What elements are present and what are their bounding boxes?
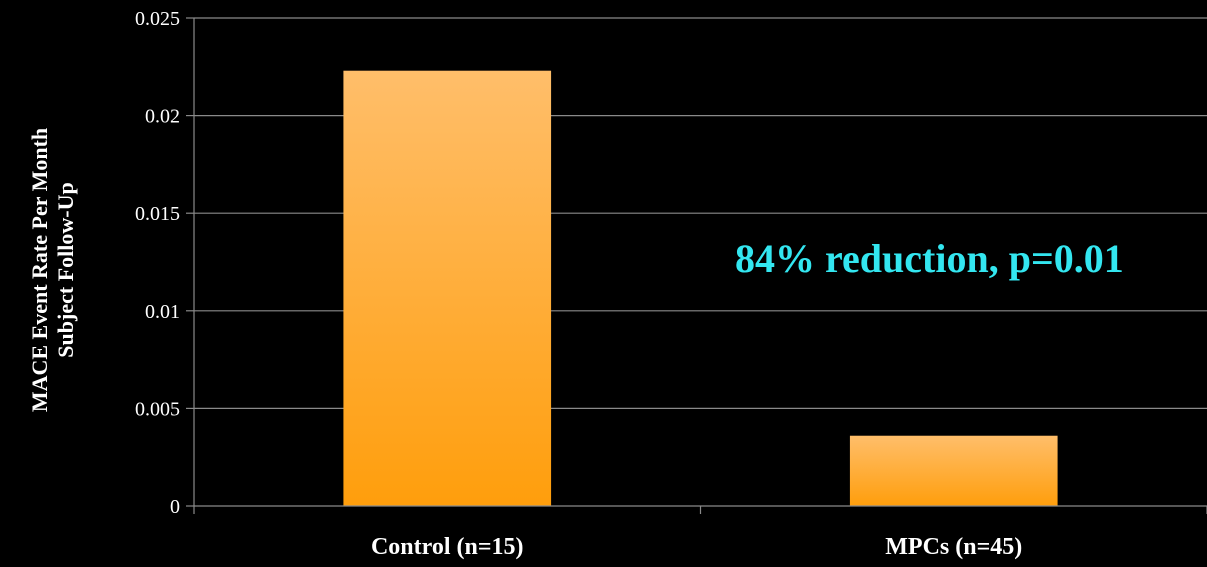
y-tick-label: 0.005 bbox=[135, 398, 180, 420]
bar-mpcs bbox=[849, 435, 1058, 506]
y-axis-title: MACE Event Rate Per Month Subject Follow… bbox=[27, 127, 78, 413]
x-tick-labels: Control (n=15) MPCs (n=45) bbox=[371, 534, 1022, 560]
y-tick-label: 0.02 bbox=[145, 106, 180, 128]
y-tick-labels: 0 0.005 0.01 0.015 0.02 0.025 bbox=[135, 8, 180, 518]
y-axis-title-container: MACE Event Rate Per Month Subject Follow… bbox=[8, 60, 98, 480]
bar-control bbox=[343, 70, 552, 506]
y-tick-label: 0.025 bbox=[135, 8, 180, 30]
x-tick-label: MPCs (n=45) bbox=[885, 534, 1022, 560]
reduction-annotation: 84% reduction, p=0.01 bbox=[735, 236, 1124, 281]
y-tick-label: 0 bbox=[170, 496, 180, 518]
y-tick-label: 0.015 bbox=[135, 203, 180, 225]
y-tick-label: 0.01 bbox=[145, 301, 180, 323]
x-tick-label: Control (n=15) bbox=[371, 534, 524, 560]
axes bbox=[186, 17, 1207, 514]
bars bbox=[343, 70, 1058, 506]
